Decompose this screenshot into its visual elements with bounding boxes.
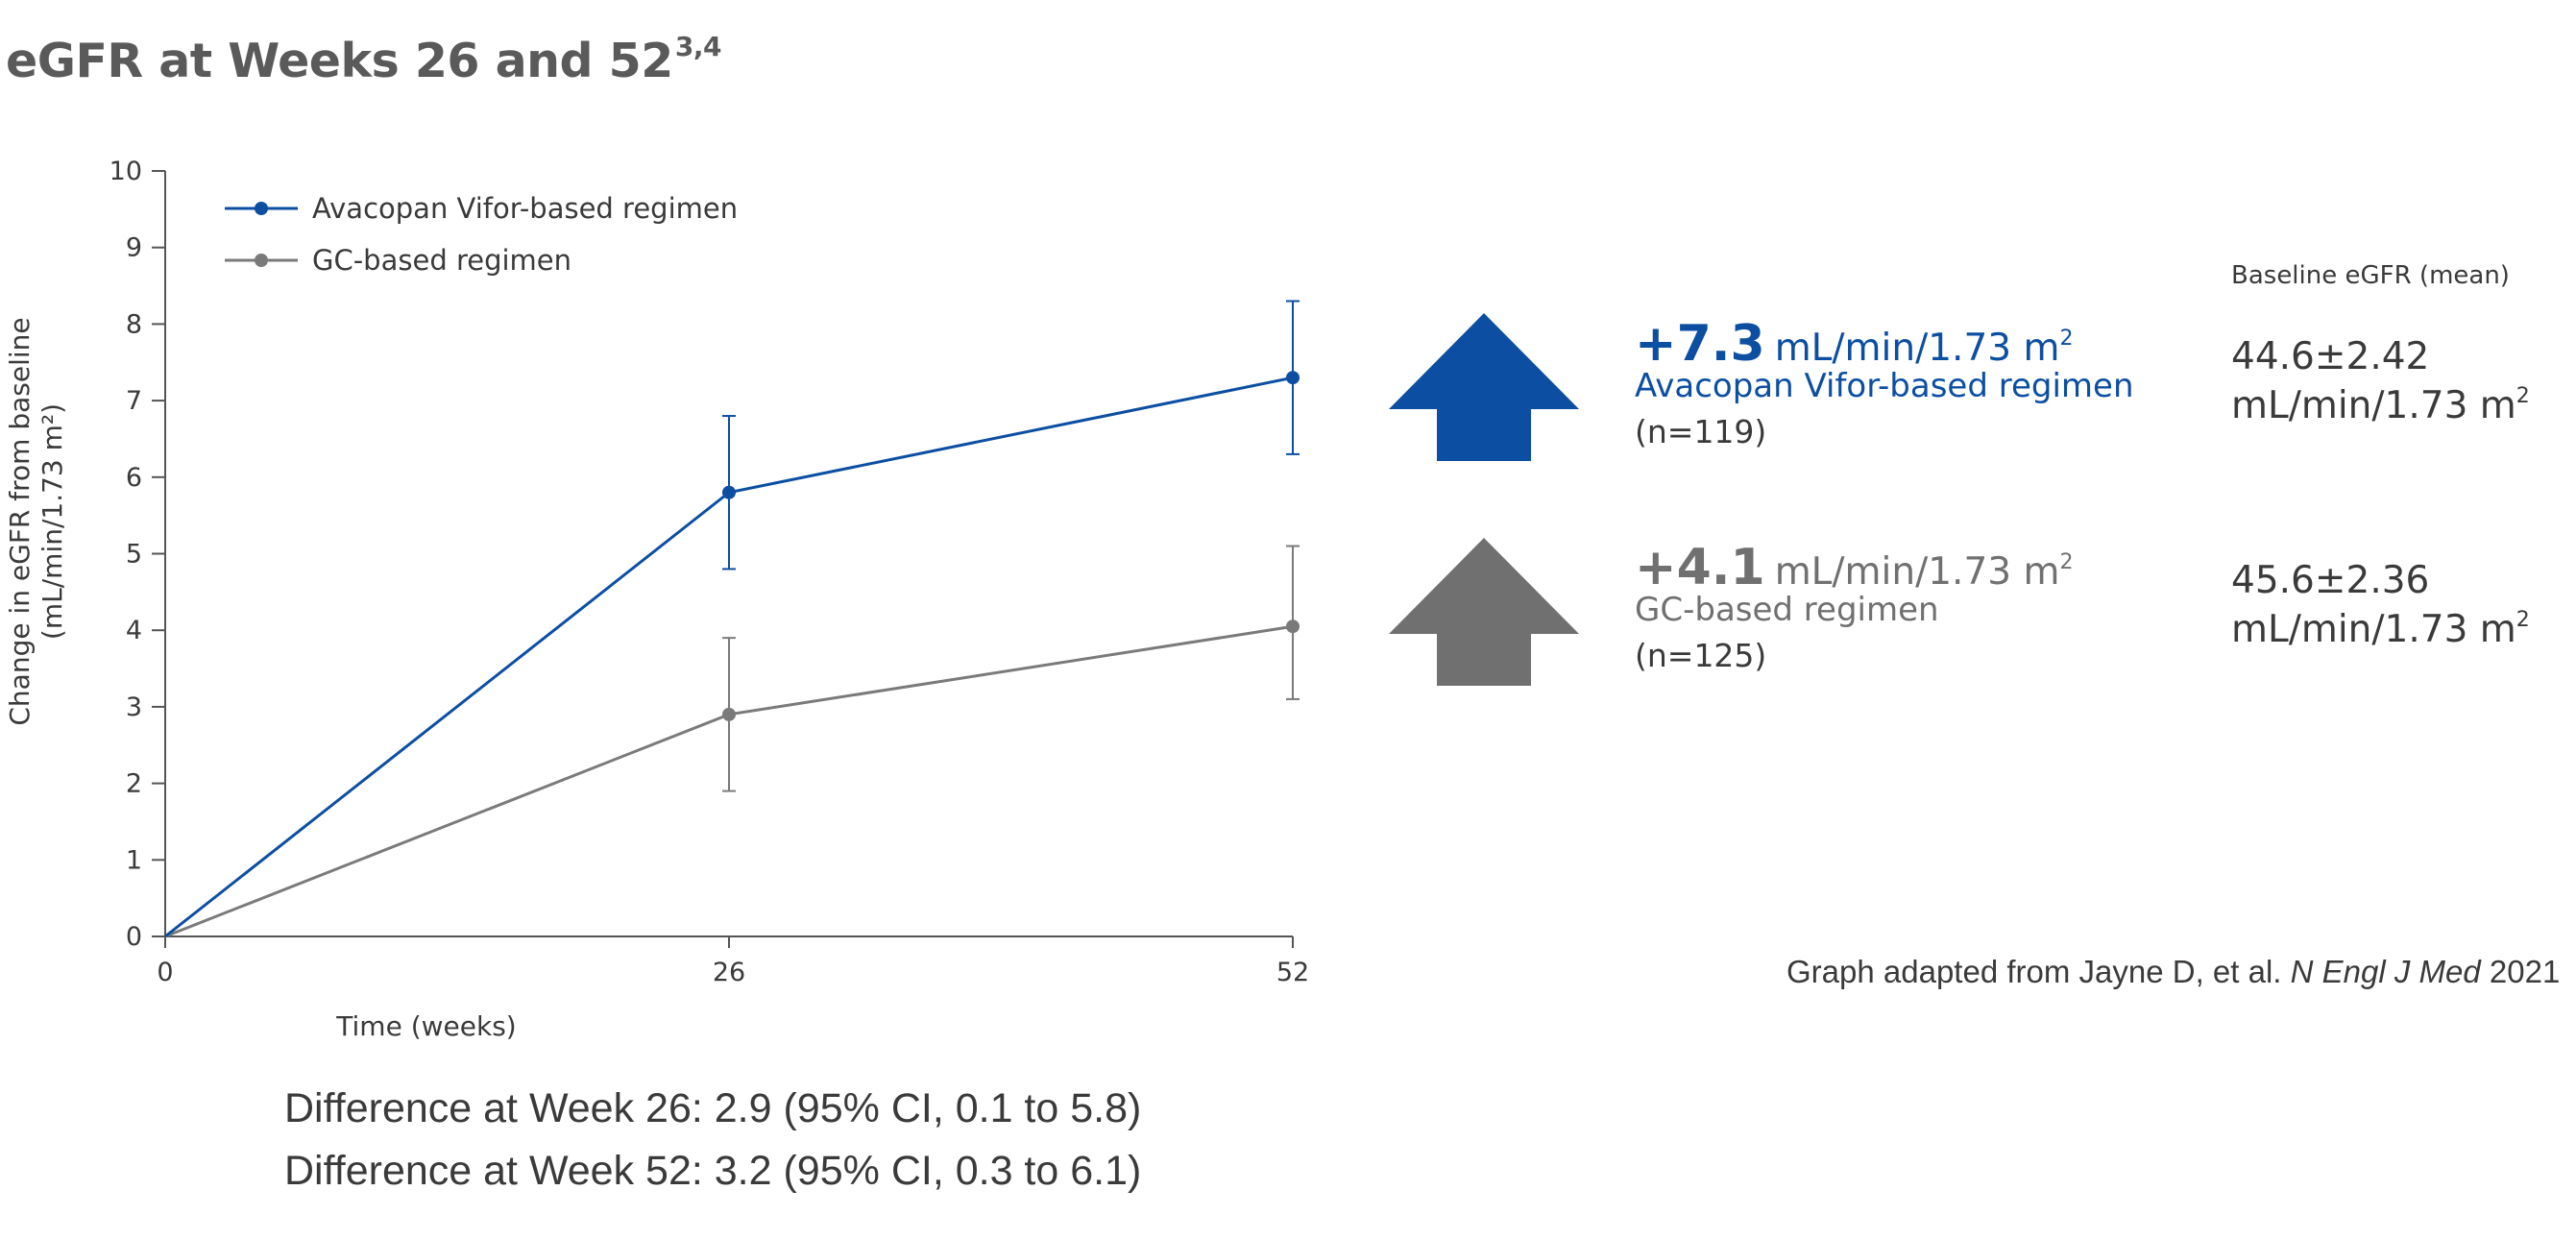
result-gc: +4.1 mL/min/1.73 m2 GC-based regimen (n=1…: [1635, 539, 2073, 674]
y-tick-label: 4: [126, 616, 142, 645]
y-tick-label: 6: [126, 463, 142, 493]
y-axis-ticks: 0 1 2 3 4 5 6 7 8 9 10: [109, 157, 165, 952]
baseline-unit-sup: 2: [2515, 383, 2530, 408]
delta-unit-sup: 2: [2059, 327, 2074, 351]
delta-unit-sup: 2: [2059, 550, 2074, 574]
y-tick-label: 10: [109, 157, 142, 186]
legend-label: Avacopan Vifor-based regimen: [312, 192, 738, 225]
baseline-avacopan: 44.6±2.42 mL/min/1.73 m2: [2231, 333, 2530, 430]
chart-title: eGFR at Weeks 26 and 523,4: [6, 31, 721, 88]
delta-value-gc: +4.1: [1635, 539, 1765, 596]
legend-marker: [255, 254, 268, 267]
x-tick-label: 0: [157, 958, 173, 987]
delta-unit-text: mL/min/1.73 m: [1774, 327, 2060, 370]
up-arrow-icon-gc: [1389, 538, 1579, 686]
source-prefix: Graph adapted from Jayne D, et al.: [1786, 954, 2291, 989]
difference-week-26: Difference at Week 26: 2.9 (95% CI, 0.1 …: [284, 1085, 1142, 1131]
y-tick-label: 2: [126, 769, 142, 799]
y-tick-label: 8: [126, 309, 142, 339]
data-point: [1286, 620, 1300, 634]
baseline-gc-value: 45.6±2.36: [2231, 559, 2430, 602]
x-tick-label: 52: [1276, 958, 1309, 987]
baseline-unit-text: mL/min/1.73 m: [2231, 383, 2516, 427]
title-reference: 3,4: [674, 31, 722, 62]
y-tick-label: 0: [126, 922, 142, 952]
n-value-gc: (n=125): [1635, 637, 1767, 674]
difference-week-52: Difference at Week 52: 3.2 (95% CI, 0.3 …: [284, 1148, 1142, 1194]
chart-series: [164, 300, 1300, 938]
delta-unit-text: mL/min/1.73 m: [1774, 550, 2060, 594]
source-journal: N Engl J Med: [2290, 954, 2481, 989]
data-point: [722, 485, 736, 499]
x-axis-title: Time (weeks): [335, 1010, 516, 1042]
delta-unit-gc: mL/min/1.73 m2: [1775, 550, 2074, 594]
baseline-gc: 45.6±2.36 mL/min/1.73 m2: [2231, 557, 2530, 654]
y-tick-label: 3: [126, 692, 142, 722]
chart-title-text: eGFR at Weeks 26 and 52: [6, 34, 673, 88]
baseline-gc-unit: mL/min/1.73 m2: [2231, 606, 2530, 655]
y-axis-title-line1: Change in eGFR from baseline: [4, 317, 36, 725]
n-value-avacopan: (n=119): [1635, 413, 1767, 450]
chart-legend: Avacopan Vifor-based regimen GC-based reg…: [225, 192, 738, 277]
data-point: [722, 707, 736, 721]
baseline-avacopan-value: 44.6±2.42: [2231, 335, 2430, 378]
up-arrow-icon-avacopan: [1389, 313, 1579, 461]
legend-marker: [255, 202, 268, 215]
regimen-label-gc: GC-based regimen: [1635, 591, 1939, 629]
baseline-unit-text: mL/min/1.73 m: [2231, 607, 2516, 651]
legend-label: GC-based regimen: [312, 244, 571, 277]
source-year: 2021: [2480, 954, 2561, 989]
x-tick-label: 26: [713, 958, 745, 987]
delta-value-avacopan: +7.3: [1635, 315, 1765, 373]
result-avacopan: +7.3 mL/min/1.73 m2 Avacopan Vifor-based …: [1635, 315, 2134, 450]
source-citation: Graph adapted from Jayne D, et al. N Eng…: [1786, 954, 2560, 990]
y-axis-title-line2: (mL/min/1.73 m²): [36, 403, 68, 640]
y-tick-label: 9: [126, 233, 142, 263]
y-tick-label: 1: [126, 845, 142, 875]
y-tick-label: 5: [126, 540, 142, 570]
data-point: [1286, 371, 1300, 385]
result-avacopan-headline: +7.3 mL/min/1.73 m2: [1635, 315, 2134, 373]
x-axis-ticks: 0 26 52: [157, 936, 1309, 987]
baseline-header: Baseline eGFR (mean): [2231, 261, 2510, 290]
regimen-label-avacopan: Avacopan Vifor-based regimen: [1635, 367, 2134, 405]
delta-unit-avacopan: mL/min/1.73 m2: [1775, 327, 2074, 370]
y-tick-label: 7: [126, 386, 142, 416]
baseline-avacopan-unit: mL/min/1.73 m2: [2231, 382, 2530, 431]
baseline-unit-sup: 2: [2515, 607, 2530, 632]
result-gc-headline: +4.1 mL/min/1.73 m2: [1635, 539, 2073, 596]
line-chart: 0 1 2 3 4 5 6 7 8 9 10 0 26 52 Change in eGFR from b…: [4, 157, 1309, 1042]
